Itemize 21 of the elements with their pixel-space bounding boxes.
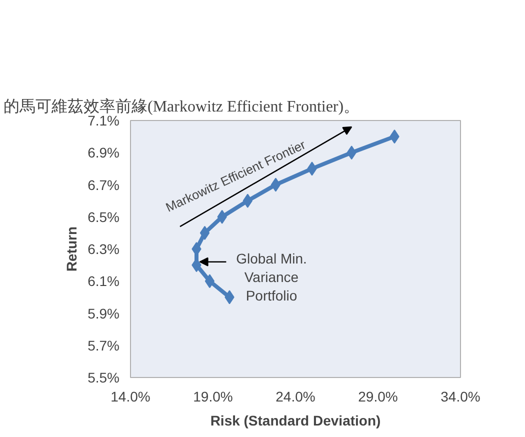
y-tick-label: 6.5% bbox=[88, 208, 120, 225]
point bbox=[270, 178, 281, 192]
x-tick-label: 24.0% bbox=[276, 388, 316, 404]
x-tick-label: 29.0% bbox=[358, 388, 398, 404]
y-tick-label: 5.5% bbox=[88, 370, 120, 386]
y-tick-label: 5.7% bbox=[88, 337, 120, 354]
annotation: Global Min. Variance Portfolio bbox=[236, 250, 307, 304]
x-axis-title: Risk (Standard Deviation) bbox=[210, 412, 381, 428]
y-tick-label: 7.1% bbox=[88, 112, 120, 128]
y-tick-label: 6.1% bbox=[88, 273, 120, 290]
x-tick-label: 19.0% bbox=[193, 388, 233, 404]
point bbox=[204, 274, 215, 288]
y-tick-label: 6.7% bbox=[88, 176, 120, 193]
y-axis-title: Return bbox=[64, 226, 80, 272]
point bbox=[200, 226, 210, 240]
y-tick-label: 6.3% bbox=[88, 241, 120, 257]
x-tick-label: 34.0% bbox=[440, 388, 480, 404]
x-tick-label: 14.0% bbox=[110, 388, 150, 404]
y-tick-label: 5.9% bbox=[88, 305, 120, 322]
y-tick-label: 6.9% bbox=[88, 144, 120, 161]
text: 的馬可維茲效率前緣(Markowitz Efficient Frontier)。 bbox=[4, 98, 360, 116]
